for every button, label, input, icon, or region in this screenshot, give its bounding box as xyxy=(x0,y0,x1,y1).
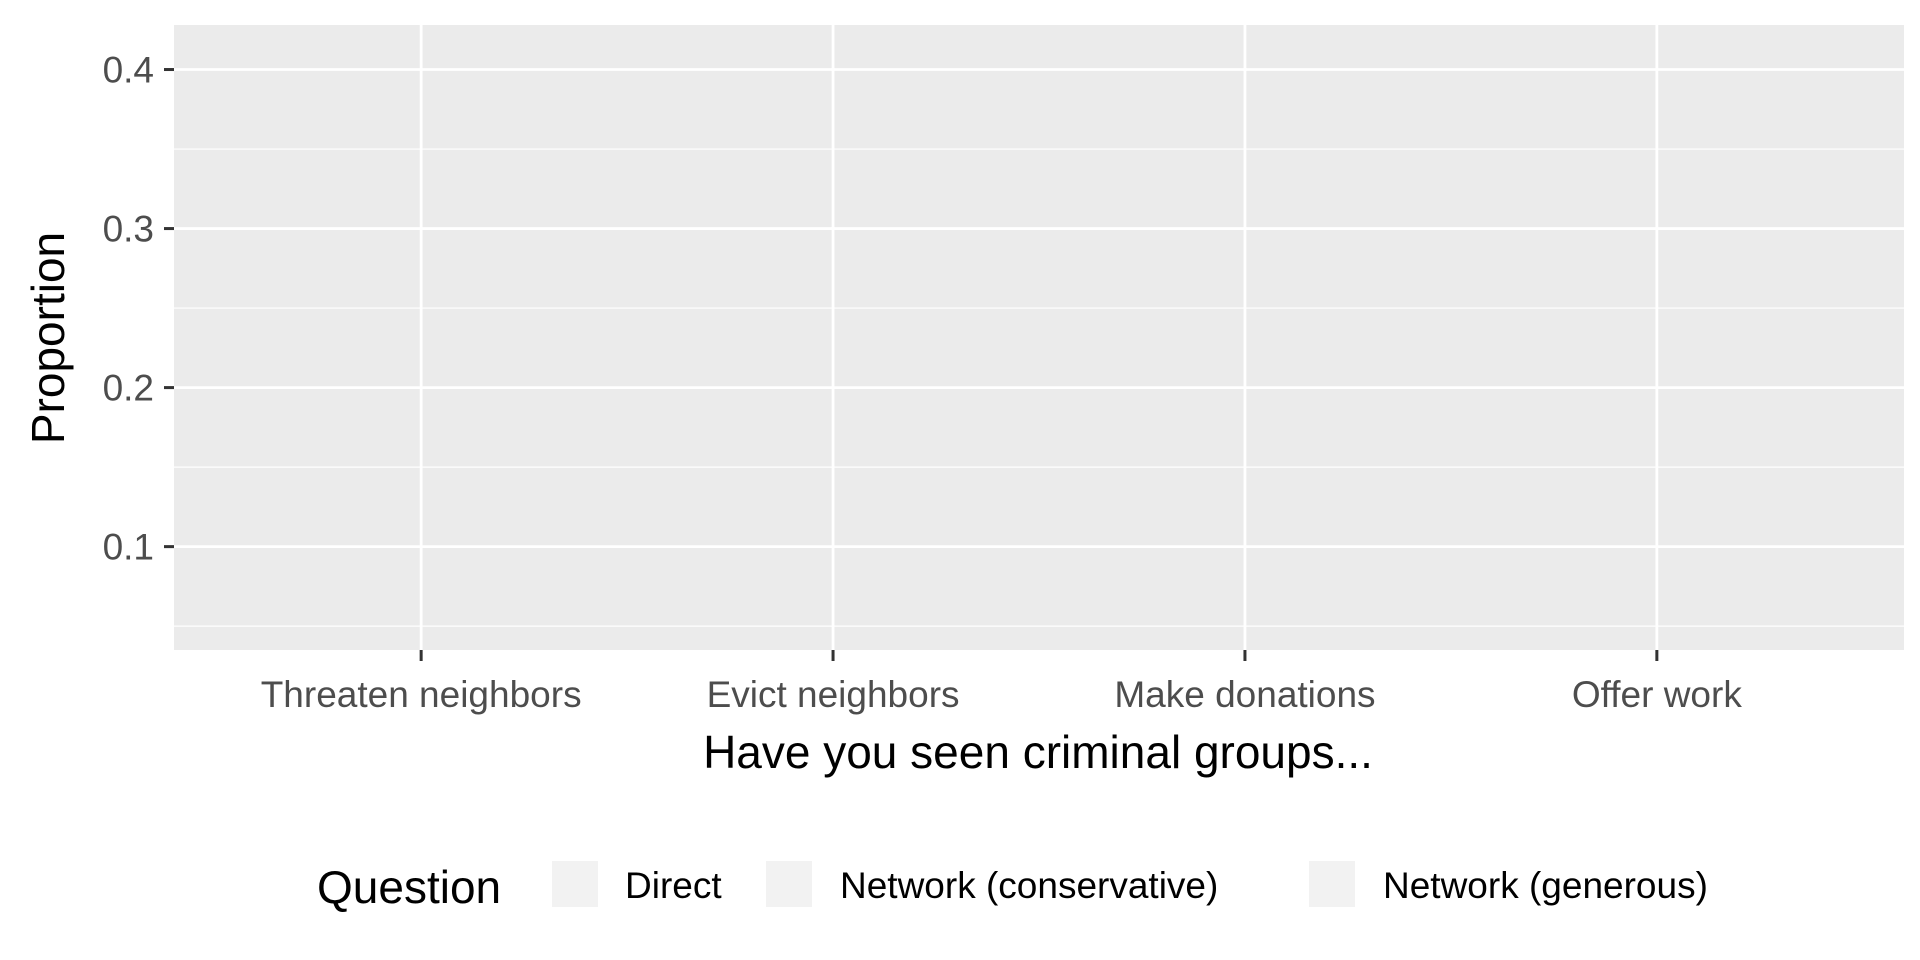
y-tick-label: 0.2 xyxy=(103,368,154,409)
x-axis: Threaten neighbors Evict neighbors Make do… xyxy=(261,650,1742,715)
y-tick-label: 0.4 xyxy=(103,50,154,91)
x-tick-label: Offer work xyxy=(1572,674,1742,715)
major-gridlines xyxy=(174,25,1904,650)
x-tick-label: Threaten neighbors xyxy=(261,674,582,715)
legend-items: Direct Network (conservative) Network (gen… xyxy=(552,861,1708,907)
y-axis: 0.1 0.2 0.3 0.4 xyxy=(103,50,174,568)
x-axis-title: Have you seen criminal groups... xyxy=(703,726,1373,778)
x-tick-label: Evict neighbors xyxy=(707,674,960,715)
y-tick-label: 0.1 xyxy=(103,527,154,568)
y-axis-title: Proportion xyxy=(22,232,74,444)
plot-panel xyxy=(174,25,1904,650)
legend: Question Direct Network (conservative) Net… xyxy=(317,861,1708,913)
legend-key xyxy=(766,861,812,907)
legend-key xyxy=(1309,861,1355,907)
legend-label: Network (generous) xyxy=(1383,865,1708,906)
legend-title: Question xyxy=(317,861,501,913)
legend-key xyxy=(552,861,598,907)
y-tick-label: 0.3 xyxy=(103,209,154,250)
legend-label: Direct xyxy=(625,865,722,906)
minor-gridlines xyxy=(174,148,1904,627)
x-tick-label: Make donations xyxy=(1114,674,1375,715)
legend-label: Network (conservative) xyxy=(840,865,1218,906)
